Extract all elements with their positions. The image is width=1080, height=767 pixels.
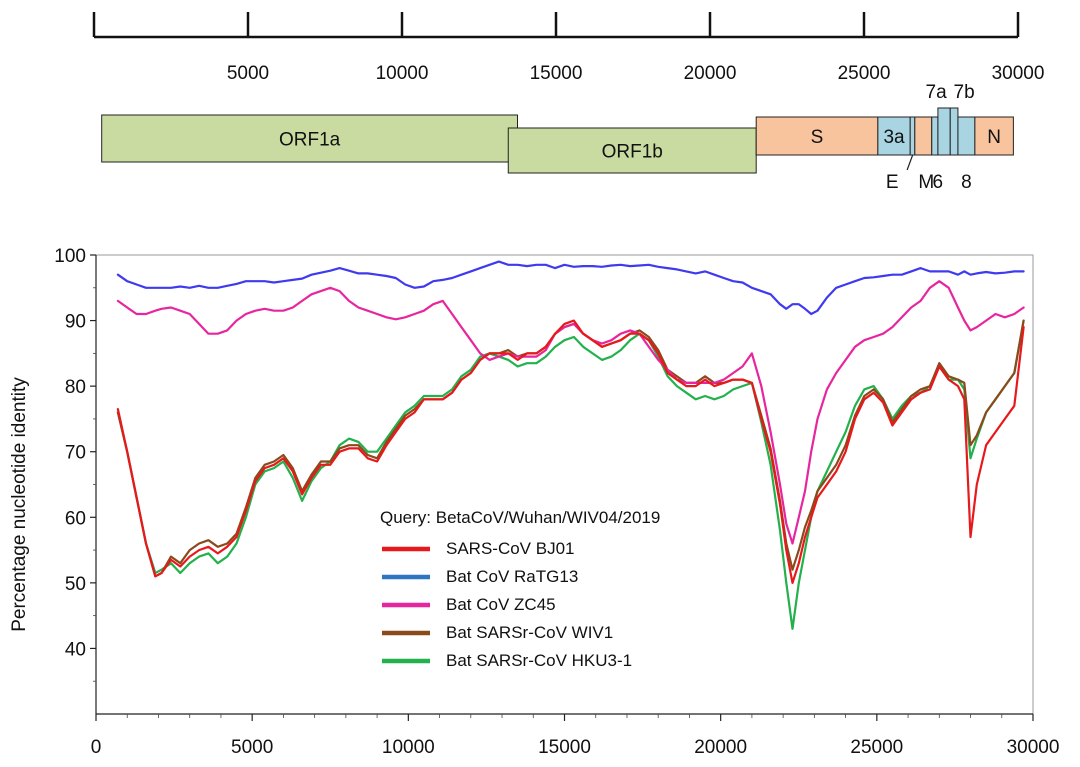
- scale-tick-label: 25000: [838, 63, 891, 84]
- series-line: [116, 319, 1025, 578]
- gene-block: [931, 116, 939, 156]
- y-tick-label: 50: [65, 574, 86, 595]
- legend-entry-label: Bat CoV ZC45: [446, 595, 556, 614]
- gene-label: 8: [961, 172, 972, 193]
- gene-label: 7a: [926, 82, 948, 103]
- legend-items: SARS-CoV BJ01 Bat CoV RaTG13 Bat CoV ZC45 B…: [382, 539, 632, 670]
- scale-tick-label: 30000: [992, 63, 1045, 84]
- gene-block: [937, 107, 951, 156]
- gene-label: N: [987, 127, 1001, 148]
- x-tick-label: 20000: [694, 737, 747, 758]
- scale-tick-label: 5000: [227, 63, 269, 84]
- gene-block: [974, 116, 1014, 156]
- scale-tick-label: 10000: [376, 63, 429, 84]
- scale-tick-label: 15000: [530, 63, 583, 84]
- x-tick-label: 25000: [850, 737, 903, 758]
- legend: Query: BetaCoV/Wuhan/WIV04/2019 SARS-CoV…: [380, 508, 660, 670]
- y-tick-label: 100: [54, 246, 86, 267]
- gene-block: [957, 116, 976, 156]
- gene-block: [914, 116, 933, 156]
- gene-label: 3a: [883, 127, 905, 148]
- gene-block: [101, 114, 518, 163]
- y-axis-label: Percentage nucleotide identity: [9, 377, 30, 632]
- gene-block: [949, 107, 959, 156]
- gene-label: 6: [933, 172, 944, 193]
- series-line: [116, 260, 1025, 316]
- y-tick-label: 70: [65, 443, 86, 464]
- x-tick-label: 15000: [538, 737, 591, 758]
- genome-map: 5000 10000 15000 20000 25000 30000 ORF1a ORF1b S…: [92, 12, 1045, 193]
- y-tick-label: 40: [65, 639, 86, 660]
- x-tick-label: 30000: [1007, 737, 1060, 758]
- x-tick-label: 0: [91, 737, 102, 758]
- legend-entry-label: Bat SARSr-CoV WIV1: [446, 623, 613, 642]
- y-tick-label: 80: [65, 377, 86, 398]
- y-tick-label: 90: [65, 312, 86, 333]
- series-line: [116, 319, 1025, 630]
- identity-plot: 40 50 60 70 80 90 100 0 5000 10000 15000 20000 2500…: [9, 246, 1059, 758]
- series-line: [116, 319, 1025, 585]
- legend-entry-label: SARS-CoV BJ01: [446, 539, 575, 558]
- legend-entry-label: Bat CoV RaTG13: [446, 567, 578, 586]
- x-tick-label: 5000: [231, 737, 273, 758]
- gene-label: ORF1b: [602, 142, 663, 163]
- gene-block: [507, 127, 757, 174]
- gene-e-leader: [906, 154, 914, 171]
- gene-label: M: [918, 172, 934, 193]
- gene-label: 7b: [954, 82, 975, 103]
- gene-block: [909, 116, 916, 156]
- gene-label: ORF1a: [279, 130, 341, 151]
- y-axis: 40 50 60 70 80 90 100: [54, 246, 97, 714]
- series-layer: [116, 260, 1025, 630]
- y-tick-label: 60: [65, 508, 86, 529]
- scale-tick-label: 20000: [684, 63, 737, 84]
- gene-label: E: [886, 172, 899, 193]
- legend-entry-label: Bat SARSr-CoV HKU3-1: [446, 651, 632, 670]
- x-tick-label: 10000: [382, 737, 435, 758]
- gene-label: S: [811, 127, 824, 148]
- x-axis: 0 5000 10000 15000 20000 25000 30000: [91, 713, 1060, 758]
- legend-title: Query: BetaCoV/Wuhan/WIV04/2019: [380, 508, 660, 527]
